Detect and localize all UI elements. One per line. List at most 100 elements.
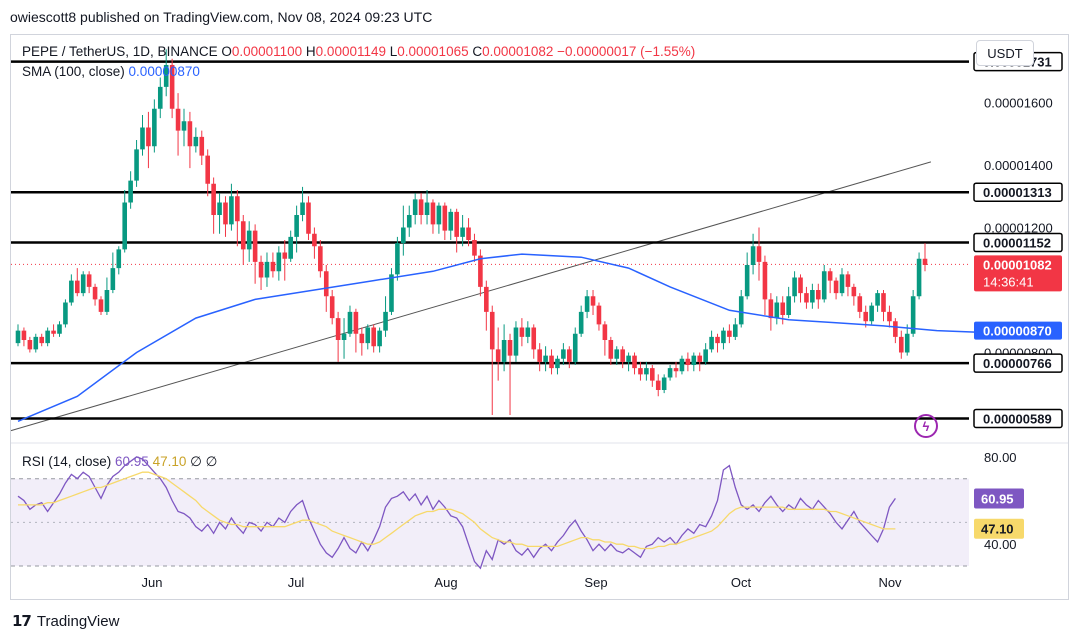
candle[interactable] [252,224,258,284]
candle[interactable] [910,290,916,337]
candle[interactable] [632,352,637,375]
candle[interactable] [697,352,703,372]
candle[interactable] [383,296,388,337]
candle[interactable] [489,305,495,415]
candle[interactable] [45,327,50,347]
candle[interactable] [780,296,786,325]
candle[interactable] [519,318,525,347]
candle[interactable] [584,290,590,319]
candle[interactable] [750,233,756,275]
candle[interactable] [590,290,596,315]
candle[interactable] [442,202,448,241]
candle[interactable] [122,190,128,253]
candle[interactable] [21,327,27,347]
candle[interactable] [756,227,762,281]
candle[interactable] [401,205,406,256]
candle[interactable] [744,252,750,300]
candle[interactable] [691,352,697,372]
candle[interactable] [193,127,199,153]
candle[interactable] [389,268,394,315]
candle[interactable] [264,252,270,287]
candle[interactable] [572,327,578,366]
candle[interactable] [175,93,181,156]
candle[interactable] [15,324,21,347]
candle[interactable] [472,233,477,262]
candle[interactable] [774,296,780,325]
candle[interactable] [152,99,157,153]
candle[interactable] [104,277,110,316]
candle[interactable] [187,111,193,169]
candle[interactable] [312,227,317,259]
candle[interactable] [33,333,39,353]
candle[interactable] [887,305,892,328]
currency-button[interactable]: USDT [976,40,1034,66]
candle[interactable] [424,190,430,225]
candle[interactable] [513,321,519,362]
candle[interactable] [98,296,104,315]
candle[interactable] [466,218,471,247]
candle[interactable] [335,311,341,362]
candle[interactable] [448,208,454,240]
candle[interactable] [839,268,845,297]
candle[interactable] [537,343,542,372]
candle[interactable] [80,271,86,297]
candle[interactable] [418,193,424,225]
candle[interactable] [347,305,353,337]
candle[interactable] [217,193,222,234]
rsi-line[interactable] [17,456,896,570]
candle[interactable] [727,324,732,344]
rsi-pane[interactable] [11,456,969,570]
candle[interactable] [406,205,412,237]
candle[interactable] [922,243,928,272]
candle[interactable] [282,240,288,281]
candle[interactable] [501,324,507,372]
candle[interactable] [898,330,904,359]
candle[interactable] [181,108,187,147]
candle[interactable] [86,271,92,294]
candle[interactable] [667,365,673,381]
candle[interactable] [614,346,620,365]
candle[interactable] [531,324,537,359]
candle[interactable] [578,305,584,337]
candle[interactable] [679,355,685,375]
candle[interactable] [110,252,116,294]
candle[interactable] [916,252,922,300]
candle[interactable] [377,327,382,353]
candle[interactable] [69,274,74,306]
candle[interactable] [561,343,566,365]
candle[interactable] [412,193,418,225]
candle[interactable] [881,290,886,322]
sma-line[interactable] [17,253,979,422]
candle[interactable] [507,333,513,415]
price-pane[interactable] [10,49,1068,444]
candle[interactable] [329,290,335,325]
candle[interactable] [762,255,768,315]
candle[interactable] [300,186,305,222]
candle[interactable] [306,196,311,240]
candle[interactable] [567,346,572,369]
candle[interactable] [904,324,910,356]
candle[interactable] [116,246,122,275]
candle[interactable] [27,336,33,353]
candle[interactable] [318,240,323,278]
lightning-icon[interactable]: ϟ [914,414,938,438]
candle[interactable] [721,327,726,350]
candle[interactable] [157,77,163,119]
candle[interactable] [555,355,560,375]
candle[interactable] [169,58,175,119]
candle[interactable] [51,324,56,337]
candle[interactable] [258,255,264,290]
candle[interactable] [235,190,240,247]
candle[interactable] [738,290,744,328]
candle[interactable] [163,49,169,97]
candle[interactable] [821,265,827,303]
time-axis[interactable]: Jun Jul Aug Sep Oct Nov [142,575,903,590]
candle[interactable] [430,199,436,234]
candle[interactable] [549,349,554,375]
candle[interactable] [134,140,139,187]
candle[interactable] [863,305,869,328]
candle[interactable] [626,352,631,372]
candle[interactable] [478,249,483,297]
candle[interactable] [857,293,863,319]
